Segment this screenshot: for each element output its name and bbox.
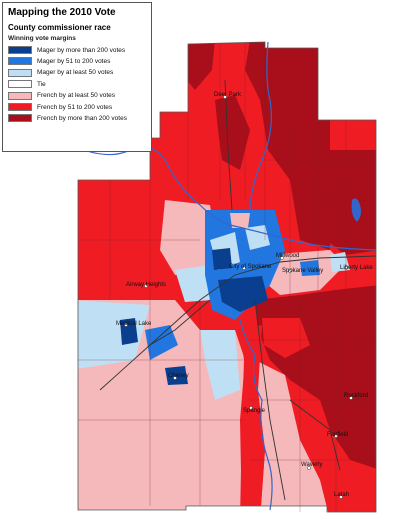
legend-item-mager-50: Mager by at least 50 votes — [8, 68, 146, 79]
legend-label: Mager by at least 50 votes — [37, 69, 114, 77]
legend-swatch — [8, 80, 32, 89]
label-millwood: Millwood — [276, 253, 299, 259]
precinct-boundaries — [78, 44, 376, 512]
region-airway-lightblue — [175, 265, 212, 302]
marker-liberty-lake — [344, 266, 348, 270]
region-cheney — [165, 366, 188, 385]
legend-item-french-200: French by more than 200 votes — [8, 113, 146, 124]
legend-swatch — [8, 57, 32, 66]
region-north-central-dark — [215, 95, 250, 170]
label-airway-heights: Airway Heights — [126, 282, 166, 288]
label-fairfield: Fairfield — [327, 432, 348, 438]
label-rockford: Rockford — [344, 393, 368, 399]
label-medical-lake: Medical Lake — [116, 321, 152, 327]
region-southwest-lightblue — [200, 330, 240, 400]
legend: Mapping the 2010 Vote County commissione… — [2, 2, 152, 152]
legend-label: Mager by more than 200 votes — [37, 46, 126, 54]
legend-item-french-50: French by at least 50 votes — [8, 90, 146, 101]
marker-latah — [339, 495, 343, 499]
marker-medical-lake — [124, 323, 128, 327]
legend-label: French by at least 50 votes — [37, 92, 116, 100]
legend-swatch — [8, 103, 32, 112]
marker-waverly — [307, 466, 311, 470]
region-spokane-lightblue-b — [245, 225, 270, 250]
region-northwest-dark — [185, 42, 215, 90]
county-outline — [77, 41, 377, 513]
region-south-red-strip — [240, 325, 265, 512]
legend-title: Mapping the 2010 Vote — [8, 7, 116, 18]
region-east-mid-patch — [262, 318, 310, 358]
label-liberty-lake: Liberty Lake — [340, 265, 373, 271]
legend-item-french-51-200: French by 51 to 200 votes — [8, 102, 146, 113]
marker-cheney — [173, 376, 177, 380]
legend-heading: Winning vote margins — [8, 35, 76, 42]
label-cheney: Cheney — [168, 373, 189, 379]
marker-airway-heights — [144, 284, 148, 288]
region-valley-blue — [300, 260, 320, 276]
region-southeast-mid — [285, 380, 376, 512]
legend-item-tie: Tie — [8, 79, 146, 90]
legend-swatch — [8, 114, 32, 123]
region-medical-lake-east — [145, 325, 178, 360]
marker-deer-park — [223, 95, 227, 99]
region-west-lightblue — [78, 300, 150, 370]
label-spangle: Spangle — [243, 408, 266, 414]
region-spokane-dark-blue-b — [212, 248, 232, 270]
label-spokane: City of Spokane — [229, 264, 272, 270]
place-markers — [124, 95, 353, 499]
legend-swatch — [8, 91, 32, 100]
region-spokane-pink-patch — [230, 213, 250, 228]
lake — [351, 198, 361, 222]
legend-swatch — [8, 68, 32, 77]
marker-fairfield — [334, 434, 338, 438]
legend-swatch — [8, 46, 32, 55]
region-city-west-pink — [160, 200, 215, 275]
label-waverly: Waverly — [301, 462, 322, 468]
highways — [99, 79, 377, 501]
legend-subtitle: County commissioner race — [8, 23, 111, 32]
legend-label: French by more than 200 votes — [37, 114, 127, 122]
label-deer-park: Deer Park — [214, 92, 242, 98]
label-latah: Latah — [334, 492, 349, 498]
marker-spokane-valley — [288, 269, 292, 273]
region-northeast-dark — [300, 150, 376, 255]
legend-label: Mager by 51 to 200 votes — [37, 57, 111, 65]
marker-rockford — [349, 396, 353, 400]
legend-label: French by 51 to 200 votes — [37, 103, 113, 111]
marker-spangle — [249, 406, 253, 410]
marker-spokane — [242, 266, 246, 270]
legend-item-mager-51-200: Mager by 51 to 200 votes — [8, 56, 146, 67]
legend-label: Tie — [37, 80, 46, 88]
legend-item-mager-200: Mager by more than 200 votes — [8, 45, 146, 56]
label-spokane-valley: Spokane Valley — [282, 268, 323, 274]
marker-millwood — [280, 256, 284, 260]
